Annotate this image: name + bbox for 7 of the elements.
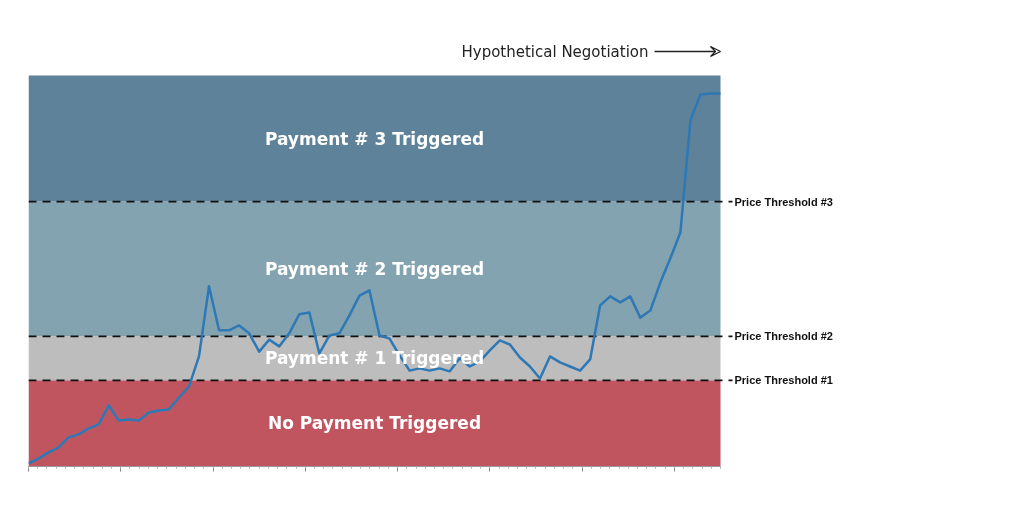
ref-line-label: Price Threshold #3: [734, 195, 833, 208]
band-label: No Payment Triggered: [267, 413, 482, 434]
ref-line-label: Price Threshold #2: [734, 330, 833, 343]
band-label: Payment # 3 Triggered: [264, 128, 485, 149]
text: Hypothetical Negotiation: [461, 42, 649, 61]
ref-line-label: Price Threshold #1: [734, 374, 833, 387]
band-label: Payment # 2 Triggered: [264, 258, 485, 279]
